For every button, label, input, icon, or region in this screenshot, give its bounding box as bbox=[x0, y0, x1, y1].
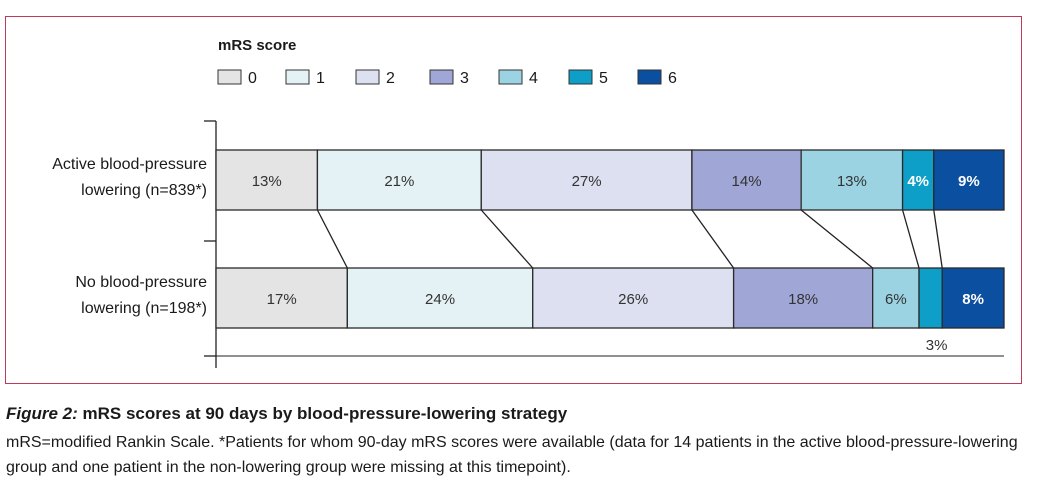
stacked-bar-chart: mRS score 0 1 2 3 4 5 6 Active blood-pressure low… bbox=[52, 37, 1005, 368]
data-label-cat0-mrs1: 21% bbox=[384, 173, 414, 190]
data-label-cat1-mrs3: 18% bbox=[788, 291, 818, 308]
connector-line-3 bbox=[691, 209, 735, 269]
legend-label-4: 4 bbox=[529, 70, 538, 87]
figure-frame bbox=[5, 16, 1022, 384]
category-label-1-line-0: No blood-pressure bbox=[75, 274, 207, 291]
bar-seg-cat0-mrs6 bbox=[933, 149, 1005, 211]
bar-seg-cat1-mrs6 bbox=[941, 267, 1005, 329]
data-label-cat0-mrs5: 4% bbox=[907, 173, 929, 190]
legend-swatch-0 bbox=[217, 69, 242, 85]
bar-seg-cat0-mrs4 bbox=[800, 149, 904, 211]
data-label-cat1-mrs2: 26% bbox=[618, 291, 648, 308]
legend-swatch-3 bbox=[429, 69, 454, 85]
legend-swatch-6 bbox=[637, 69, 662, 85]
caption-figure-label: Figure 2: bbox=[6, 404, 78, 423]
category-label-1-line-1: lowering (n=198*) bbox=[81, 300, 207, 317]
bar-seg-cat1-mrs2 bbox=[532, 267, 735, 329]
bar-seg-cat1-mrs3 bbox=[732, 267, 874, 329]
data-label-cat1-mrs6: 8% bbox=[962, 291, 984, 308]
legend-title: mRS score bbox=[218, 37, 296, 54]
category-label-0-line-0: Active blood-pressure bbox=[52, 156, 207, 173]
data-label-cat1-mrs1: 24% bbox=[425, 291, 455, 308]
legend-label-3: 3 bbox=[460, 70, 469, 87]
connector-line-2 bbox=[480, 209, 534, 269]
data-label-cat0-mrs6: 9% bbox=[958, 173, 980, 190]
data-label-cat1-mrs5: 3% bbox=[926, 337, 948, 354]
legend-swatch-5 bbox=[568, 69, 593, 85]
legend-swatch-1 bbox=[285, 69, 310, 85]
data-label-cat0-mrs2: 27% bbox=[572, 173, 602, 190]
connector-line-4 bbox=[800, 209, 874, 269]
caption-body: mRS=modified Rankin Scale. *Patients for… bbox=[6, 434, 1018, 476]
bar-seg-cat0-mrs0 bbox=[215, 149, 319, 211]
caption-title: Figure 2: mRS scores at 90 days by blood… bbox=[6, 404, 1036, 424]
bar-seg-cat0-mrs2 bbox=[480, 149, 693, 211]
caption-title-text: mRS scores at 90 days by blood-pressure-… bbox=[77, 404, 568, 423]
legend-swatch-4 bbox=[498, 69, 523, 85]
legend-label-5: 5 bbox=[599, 70, 608, 87]
connector-line-6 bbox=[933, 209, 943, 269]
bar-seg-cat1-mrs0 bbox=[215, 267, 348, 329]
bar-seg-cat0-mrs1 bbox=[316, 149, 482, 211]
data-label-cat0-mrs4: 13% bbox=[837, 173, 867, 190]
legend-label-2: 2 bbox=[386, 70, 395, 87]
data-label-cat1-mrs4: 6% bbox=[885, 291, 907, 308]
connector-line-5 bbox=[901, 209, 920, 269]
data-label-cat0-mrs0: 13% bbox=[252, 173, 282, 190]
bar-seg-cat0-mrs5 bbox=[901, 149, 935, 211]
bar-seg-cat1-mrs1 bbox=[346, 267, 534, 329]
data-label-cat1-mrs0: 17% bbox=[267, 291, 297, 308]
legend-label-6: 6 bbox=[668, 70, 677, 87]
connector-line-1 bbox=[316, 209, 348, 269]
category-label-0-line-1: lowering (n=839*) bbox=[81, 182, 207, 199]
legend-label-0: 0 bbox=[248, 70, 257, 87]
data-label-cat0-mrs3: 14% bbox=[732, 173, 762, 190]
legend-swatch-2 bbox=[355, 69, 380, 85]
bar-seg-cat1-mrs5 bbox=[918, 267, 943, 329]
legend-label-1: 1 bbox=[316, 70, 325, 87]
figure-caption: Figure 2: mRS scores at 90 days by blood… bbox=[6, 404, 1036, 480]
